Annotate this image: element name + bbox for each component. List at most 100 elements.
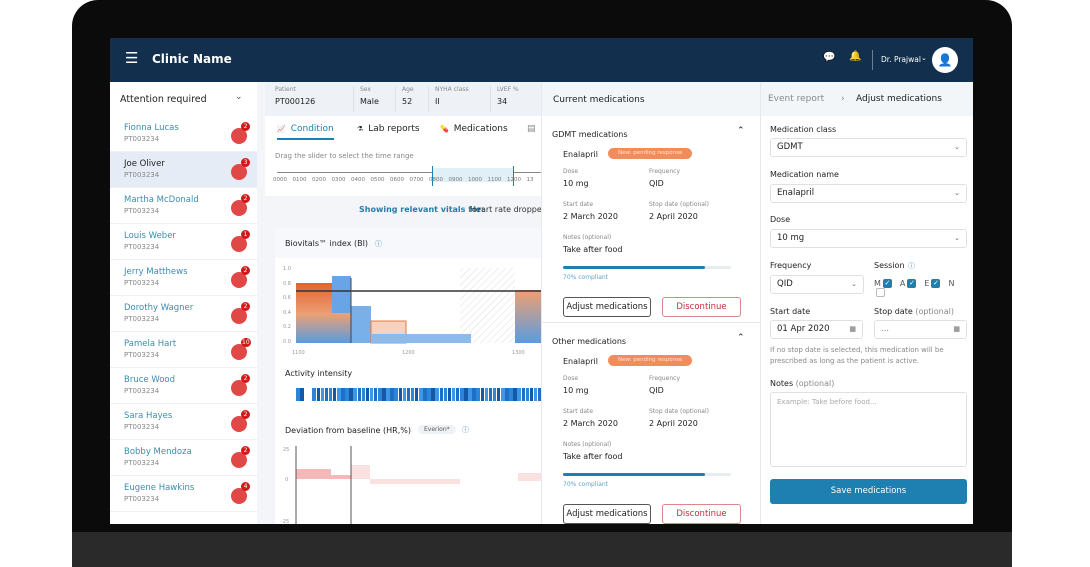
- chevron-down-icon[interactable]: ⌄: [235, 92, 243, 102]
- info-icon[interactable]: ⓘ: [375, 240, 382, 248]
- notes-value: Take after food: [563, 245, 623, 254]
- slider-tick-label: 0400: [351, 177, 365, 183]
- field-value: 34: [497, 97, 508, 106]
- patient-summary: Patient PT000126 Sex Male Age 52 NYHA class II L…: [265, 82, 541, 116]
- app-screen: ☰ Clinic Name 💬 🔔 Dr. Prajwal ⌄ 👤 Attent…: [110, 38, 973, 524]
- patient-list-item[interactable]: Martha McDonald PT003234 2: [110, 188, 257, 224]
- pills-icon: 💊: [440, 125, 449, 133]
- checkbox[interactable]: [876, 288, 885, 297]
- discontinue-button[interactable]: Discontinue: [662, 297, 741, 317]
- patient-list-item[interactable]: Joe Oliver PT003234 3: [110, 152, 257, 188]
- stop-date-input[interactable]: ... ▦: [874, 320, 967, 339]
- checkbox[interactable]: ✓: [907, 279, 917, 288]
- stop-label: Stop date (optional): [649, 201, 709, 208]
- adjust-medications-button[interactable]: Adjust medications: [563, 504, 651, 524]
- slider-tick-label: 0100: [292, 177, 307, 183]
- patient-list-item[interactable]: Eugene Hawkins PT003234 4: [110, 476, 257, 512]
- notes-textarea[interactable]: Example: Take before food...: [770, 392, 967, 467]
- session-a[interactable]: A ✓: [899, 279, 917, 288]
- alert-count-badge: 3: [241, 158, 250, 167]
- frequency-label: Frequency: [649, 168, 680, 175]
- adjust-medications-button[interactable]: Adjust medications: [563, 297, 651, 317]
- session-n[interactable]: N: [874, 279, 954, 297]
- chevron-up-icon[interactable]: ⌃: [737, 333, 745, 343]
- activity-bar: [501, 388, 505, 401]
- status-badge: New: pending response: [608, 355, 693, 366]
- chevron-down-icon: ⌄: [954, 143, 960, 151]
- divider: [872, 50, 873, 70]
- dose-select[interactable]: 10 mg ⌄: [770, 229, 967, 248]
- patient-list-item[interactable]: Jerry Matthews PT003234 2: [110, 260, 257, 296]
- activity-bar: [496, 388, 501, 401]
- checkbox[interactable]: ✓: [882, 279, 892, 288]
- chat-icon[interactable]: 💬: [823, 52, 836, 63]
- patient-list-item[interactable]: Pamela Hart PT003234 10: [110, 332, 257, 368]
- showing-label: Showing relevant vitals for:: [359, 205, 485, 214]
- activity-bar: [468, 388, 472, 401]
- activity-bar: [480, 388, 485, 401]
- session-m[interactable]: M ✓: [874, 279, 892, 288]
- field-value: 52: [402, 97, 413, 106]
- stop-value: 2 April 2020: [649, 212, 698, 221]
- breadcrumb-event-report[interactable]: Event report: [768, 94, 825, 104]
- time-slider-range[interactable]: [432, 168, 514, 182]
- activity-bar: [443, 388, 448, 401]
- user-menu[interactable]: Dr. Prajwal: [881, 55, 921, 64]
- patient-list-item[interactable]: Fionna Lucas PT003234 2: [110, 116, 257, 152]
- activity-bar: [341, 388, 345, 401]
- field-label: NYHA class: [435, 86, 469, 93]
- alert-avatar-icon: [231, 308, 247, 324]
- svg-text:0.0: 0.0: [283, 339, 291, 345]
- chevron-down-icon[interactable]: ⌄: [921, 54, 927, 62]
- tab-condition[interactable]: 📈 Condition: [277, 124, 334, 140]
- activity-bar: [529, 388, 534, 401]
- slider-handle-end[interactable]: [513, 166, 514, 186]
- sidebar-title: Attention required: [120, 94, 207, 105]
- patient-list-item[interactable]: Dorothy Wagner PT003234 2: [110, 296, 257, 332]
- slider-tick-label: 1200: [507, 177, 521, 183]
- patient-list-item[interactable]: Sara Hayes PT003234 2: [110, 404, 257, 440]
- medication-name-select[interactable]: Enalapril ⌄: [770, 184, 967, 203]
- session-e[interactable]: E ✓: [924, 279, 941, 288]
- bell-icon[interactable]: 🔔: [849, 51, 862, 62]
- info-icon[interactable]: ⓘ: [908, 262, 915, 270]
- field-label: Sex: [360, 86, 371, 93]
- patient-field: LVEF % 34: [497, 86, 519, 106]
- patient-name: Eugene Hawkins: [124, 483, 195, 493]
- adjust-medications-panel: Event report › Adjust medications Medica…: [760, 82, 973, 524]
- patient-list-item[interactable]: Bruce Wood PT003234 2: [110, 368, 257, 404]
- slider-tick-label: 0000: [273, 177, 287, 183]
- chevron-up-icon[interactable]: ⌃: [737, 126, 745, 136]
- calculator-icon[interactable]: ▤: [527, 124, 536, 134]
- notes-value: Take after food: [563, 452, 623, 461]
- user-avatar-icon[interactable]: 👤: [932, 47, 958, 73]
- activity-bar: [328, 388, 333, 401]
- patient-list-item[interactable]: Bobby Mendoza PT003234 2: [110, 440, 257, 476]
- alert-count-badge: 10: [241, 338, 251, 347]
- discontinue-button[interactable]: Discontinue: [662, 504, 741, 524]
- svg-text:-25: -25: [281, 519, 289, 524]
- patient-name: Jerry Matthews: [124, 267, 188, 277]
- start-date-input[interactable]: 01 Apr 2020 ▦: [770, 320, 863, 339]
- activity-bar: [484, 388, 489, 401]
- alert-avatar-icon: [231, 236, 247, 252]
- divider: [395, 86, 396, 112]
- tab-lab-reports[interactable]: ⚗ Lab reports: [357, 124, 420, 134]
- tab-medications[interactable]: 💊 Medications: [440, 124, 508, 134]
- patient-list-item[interactable]: Louis Weber PT003234 1: [110, 224, 257, 260]
- medication-class-select[interactable]: GDMT ⌄: [770, 138, 967, 157]
- patient-sidebar: Attention required ⌄ Fionna Lucas PT00323…: [110, 82, 257, 524]
- info-icon[interactable]: ⓘ: [462, 426, 469, 434]
- svg-text:0.6: 0.6: [283, 295, 291, 301]
- time-slider-track[interactable]: [277, 172, 541, 173]
- save-medications-button[interactable]: Save medications: [770, 479, 967, 504]
- checkbox[interactable]: ✓: [931, 279, 941, 288]
- frequency-select[interactable]: QID ⌄: [770, 275, 864, 294]
- svg-text:1200: 1200: [402, 350, 415, 356]
- alert-avatar-icon: [231, 380, 247, 396]
- dose-label: Dose: [770, 215, 791, 224]
- slider-handle-start[interactable]: [432, 166, 433, 186]
- hamburger-icon[interactable]: ☰: [125, 49, 139, 67]
- activity-bar: [382, 388, 386, 401]
- condition-area: 📈 Condition ⚗ Lab reports 💊 Medications ▤ Drag…: [265, 116, 541, 196]
